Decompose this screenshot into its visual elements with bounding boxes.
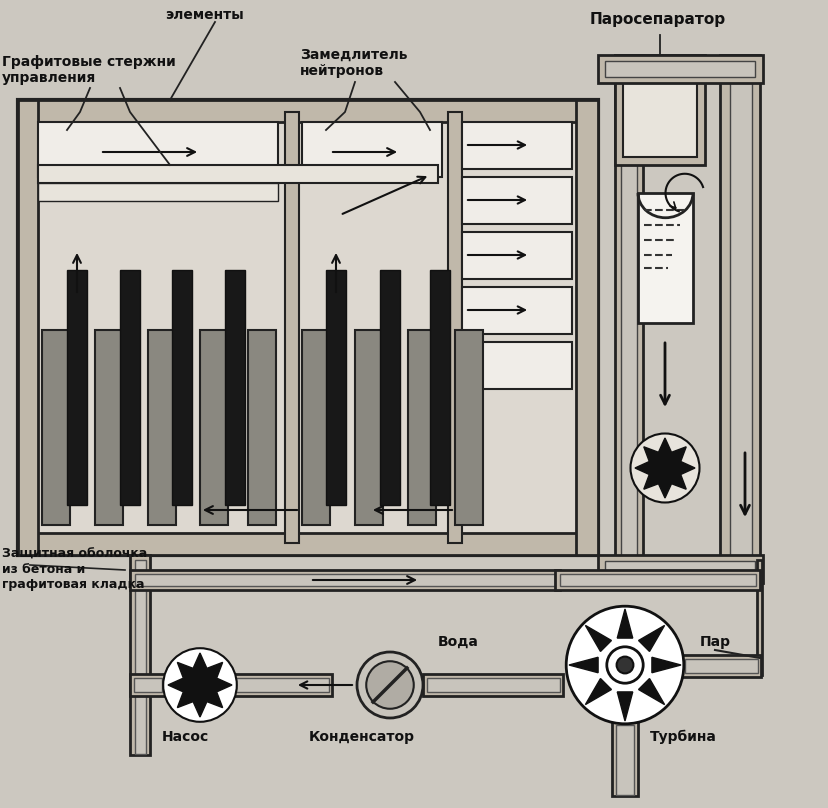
Bar	[620, 62, 636, 578]
Text: Пар: Пар	[699, 635, 730, 649]
Bar	[597, 55, 762, 83]
Bar	[135, 574, 554, 586]
Bar	[756, 560, 761, 675]
Bar	[461, 122, 571, 169]
Bar	[135, 560, 146, 754]
Circle shape	[163, 648, 237, 722]
Bar	[18, 100, 597, 122]
Bar	[680, 655, 760, 677]
Text: Графитовые стержни
управления: Графитовые стержни управления	[2, 55, 176, 85]
Polygon shape	[638, 625, 664, 651]
Text: Паросепаратор: Паросепаратор	[590, 12, 725, 27]
Bar	[407, 330, 436, 525]
Bar	[461, 342, 571, 389]
Polygon shape	[585, 679, 611, 705]
Circle shape	[616, 657, 633, 673]
Bar	[38, 122, 277, 177]
Polygon shape	[651, 657, 680, 673]
Polygon shape	[568, 657, 597, 673]
Bar	[248, 330, 276, 525]
Bar	[554, 570, 759, 590]
Bar	[379, 270, 400, 505]
Bar	[301, 330, 330, 525]
Bar	[447, 112, 461, 543]
Text: Турбина: Турбина	[649, 730, 716, 744]
Bar	[200, 330, 228, 525]
Polygon shape	[585, 625, 611, 651]
Bar	[422, 674, 562, 696]
Bar	[18, 533, 597, 555]
Bar	[67, 270, 87, 505]
Bar	[623, 63, 696, 157]
Bar	[134, 678, 161, 692]
Bar	[729, 62, 751, 578]
Bar	[461, 287, 571, 334]
Polygon shape	[617, 692, 632, 721]
Bar	[232, 674, 331, 696]
Bar	[461, 232, 571, 279]
Bar	[638, 193, 692, 323]
Bar	[611, 721, 638, 796]
Bar	[120, 270, 140, 505]
Bar	[614, 55, 643, 585]
Circle shape	[630, 434, 699, 503]
Text: Насос: Насос	[161, 730, 209, 744]
Circle shape	[357, 652, 422, 718]
Wedge shape	[638, 193, 692, 221]
Bar	[148, 330, 176, 525]
Bar	[575, 100, 597, 555]
Bar	[560, 574, 755, 586]
Bar	[426, 678, 560, 692]
Circle shape	[366, 661, 413, 709]
Bar	[130, 555, 150, 755]
Bar	[461, 177, 571, 224]
Text: Конденсатор: Конденсатор	[309, 730, 415, 744]
Text: Замедлитель
нейтронов: Замедлитель нейтронов	[300, 48, 407, 78]
Bar	[18, 100, 38, 555]
Text: элементы: элементы	[166, 8, 244, 22]
Bar	[604, 61, 754, 77]
Bar	[430, 270, 450, 505]
Bar	[614, 55, 704, 165]
Bar	[38, 183, 277, 201]
Bar	[236, 678, 329, 692]
Bar	[34, 112, 581, 543]
Bar	[38, 165, 437, 183]
Polygon shape	[617, 609, 632, 638]
Polygon shape	[634, 438, 694, 498]
Bar	[285, 112, 299, 543]
Bar	[18, 100, 597, 555]
Bar	[130, 570, 560, 590]
Bar	[325, 270, 345, 505]
Bar	[455, 330, 483, 525]
Bar	[95, 330, 123, 525]
Circle shape	[606, 646, 643, 684]
Bar	[301, 122, 441, 177]
Circle shape	[566, 606, 683, 724]
Bar	[130, 674, 165, 696]
Text: Защитная оболочка
из бетона и
графитовая кладка: Защитная оболочка из бетона и графитовая…	[2, 548, 147, 591]
Bar	[604, 561, 754, 577]
Polygon shape	[168, 653, 232, 717]
Bar	[42, 330, 70, 525]
Bar	[354, 330, 383, 525]
Polygon shape	[638, 679, 664, 705]
Bar	[615, 725, 633, 795]
Bar	[684, 659, 757, 673]
Bar	[171, 270, 192, 505]
Bar	[597, 555, 762, 583]
Bar	[720, 55, 759, 585]
Text: Вода: Вода	[437, 635, 478, 649]
Bar	[224, 270, 245, 505]
